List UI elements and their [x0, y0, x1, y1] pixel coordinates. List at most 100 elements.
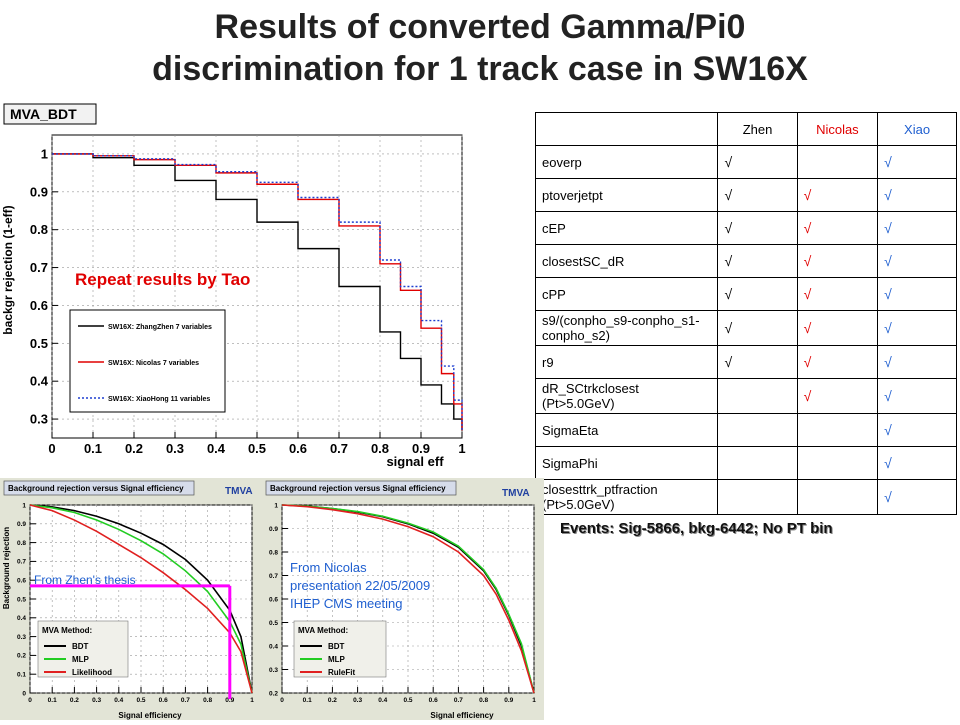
table-row: eoverp √ √ — [534, 145, 957, 179]
legend-box: MVA Method: BDT MLP RuleFit — [293, 620, 387, 678]
check-cell — [796, 413, 879, 447]
series-line-rulefit — [281, 504, 535, 694]
table-row: dR_SCtrkclosest (Pt>5.0GeV) √ √ — [534, 378, 957, 414]
check-cell: √ — [877, 145, 957, 179]
y-tick-label: 0.4 — [17, 615, 26, 622]
title-line-1: Results of converted Gamma/Pi0 — [214, 8, 746, 46]
variables-table: Zhen Nicolas Xiao eoverp √ √ ptoverjetpt √ √ √ cEP… — [534, 112, 957, 515]
mva-bdt-chart-svg: 0 0.1 0.2 0.3 0.4 0.5 0.6 0.7 0.8 0.9 1 0.3 0.4 0.5 0.… — [0, 100, 480, 470]
table-row: closestSC_dR √ √ √ — [534, 244, 957, 278]
tmva-logo: TMVA — [225, 486, 253, 497]
x-tick-label: 0.6 — [289, 441, 307, 456]
x-tick-label: 0.4 — [378, 697, 387, 704]
check-cell — [717, 378, 798, 414]
nicolas-chart: 0 0.1 0.2 0.3 0.4 0.5 0.6 0.7 0.8 0.9 1 0.2 0.3 0.4 0.… — [262, 478, 544, 720]
title-line-2: discrimination for 1 track case in SW16X — [152, 50, 808, 88]
legend-title: MVA Method: — [42, 626, 92, 635]
x-tick-label: 0.7 — [181, 697, 190, 704]
variable-name: SigmaEta — [534, 413, 719, 447]
y-tick-label: 0.8 — [269, 549, 278, 556]
y-tick-label: 0.2 — [269, 690, 278, 697]
legend-frame — [37, 620, 129, 678]
header-corner — [534, 112, 719, 146]
chart-title: Background rejection versus Signal effic… — [8, 484, 184, 493]
check-cell — [796, 479, 879, 515]
check-cell: √ — [877, 211, 957, 245]
x-tick-label: 0.6 — [429, 697, 438, 704]
x-tick-label: 0.5 — [136, 697, 145, 704]
header-xiao: Xiao — [877, 112, 957, 146]
check-cell: √ — [796, 211, 879, 245]
zhen-thesis-chart: 0 0.1 0.2 0.3 0.4 0.5 0.6 0.7 0.8 0.9 1 0 0.1 0.2 0.3 0… — [0, 478, 262, 720]
series-line-sw16x-zhangzhen-7-variables — [52, 153, 463, 431]
annotation-zhen-thesis: From Zhen's thesis — [34, 573, 136, 587]
y-tick-label: 0.4 — [269, 643, 278, 650]
y-tick-label: 0.7 — [17, 559, 26, 566]
x-axis-label: Signal efficiency — [430, 711, 494, 720]
check-cell: √ — [796, 178, 879, 212]
check-cell: √ — [877, 178, 957, 212]
x-tick-label: 0.9 — [504, 697, 513, 704]
x-tick-label: 1 — [250, 697, 254, 704]
y-tick-label: 1 — [22, 502, 26, 509]
check-cell — [796, 446, 879, 480]
mva-bdt-chart: 0 0.1 0.2 0.3 0.4 0.5 0.6 0.7 0.8 0.9 1 0.3 0.4 0.5 0.… — [0, 100, 480, 470]
x-tick-label: 0.7 — [330, 441, 348, 456]
series-line-mlp — [281, 504, 535, 694]
y-tick-label: 0.8 — [30, 222, 48, 237]
chart-title-box — [265, 480, 457, 496]
y-axis-label: backgr rejection (1-eff) — [1, 205, 15, 334]
x-tick-label: 0.9 — [412, 441, 430, 456]
check-cell: √ — [877, 277, 957, 311]
series-line-likelihood — [29, 504, 253, 694]
chart-title: MVA_BDT — [10, 106, 77, 122]
x-tick-label: 0.3 — [166, 441, 184, 456]
legend-label-bdt: BDT — [328, 642, 345, 651]
legend-label-nicolas: SW16X: Nicolas 7 variables — [108, 360, 199, 367]
x-tick-label: 0.1 — [48, 697, 57, 704]
annotation-repeat-results: Repeat results by Tao — [75, 270, 250, 289]
x-tick-label: 0.4 — [207, 441, 226, 456]
x-axis-label: Signal efficiency — [118, 711, 182, 720]
tmva-logo: TMVA — [502, 488, 530, 499]
variable-name: closestSC_dR — [534, 244, 719, 278]
variable-name: closesttrk_ptfraction (Pt>5.0GeV) — [534, 479, 719, 515]
y-tick-label: 0.8 — [17, 540, 26, 547]
x-tick-label: 0 — [28, 697, 32, 704]
series-line-bdt — [29, 504, 253, 694]
y-tick-label: 0.3 — [269, 667, 278, 674]
variable-name: eoverp — [534, 145, 719, 179]
table-row: SigmaPhi √ — [534, 446, 957, 480]
variable-name: ptoverjetpt — [534, 178, 719, 212]
series-line-sw16x-xiaohong-11-variables — [52, 153, 463, 431]
y-tick-label: 0.5 — [30, 336, 48, 351]
y-tick-label: 0.7 — [30, 260, 48, 275]
annotation-nicolas-line-1: From Nicolas — [290, 560, 367, 575]
table-row: r9 √ √ √ — [534, 345, 957, 379]
check-cell: √ — [877, 479, 957, 515]
x-tick-label: 0.8 — [371, 441, 389, 456]
annotation-nicolas-line-2: presentation 22/05/2009 — [290, 578, 430, 593]
check-cell: √ — [717, 211, 798, 245]
legend-label-likelihood: Likelihood — [72, 668, 112, 677]
y-tick-label: 0.5 — [17, 596, 26, 603]
legend-label-xiaohong: SW16X: XiaoHong 11 variables — [108, 396, 210, 403]
check-cell: √ — [796, 244, 879, 278]
y-tick-label: 0.6 — [30, 298, 48, 313]
legend-label-bdt: BDT — [72, 642, 89, 651]
check-cell — [796, 145, 879, 179]
x-tick-label: 0.2 — [328, 697, 337, 704]
y-tick-label: 0.9 — [17, 521, 26, 528]
legend-box: MVA Method: BDT MLP Likelihood — [37, 620, 129, 678]
y-tick-label: 0 — [22, 690, 26, 697]
x-tick-label: 0.1 — [303, 697, 312, 704]
check-cell: √ — [877, 345, 957, 379]
x-tick-label: 0.4 — [114, 697, 123, 704]
y-tick-label: 0.3 — [17, 634, 26, 641]
annotation-nicolas-line-3: IHEP CMS meeting — [290, 596, 402, 611]
x-tick-label: 0.6 — [159, 697, 168, 704]
check-cell — [717, 479, 798, 515]
y-tick-label: 0.4 — [30, 374, 49, 389]
chart-title-box — [3, 103, 97, 125]
check-cell: √ — [717, 310, 798, 346]
